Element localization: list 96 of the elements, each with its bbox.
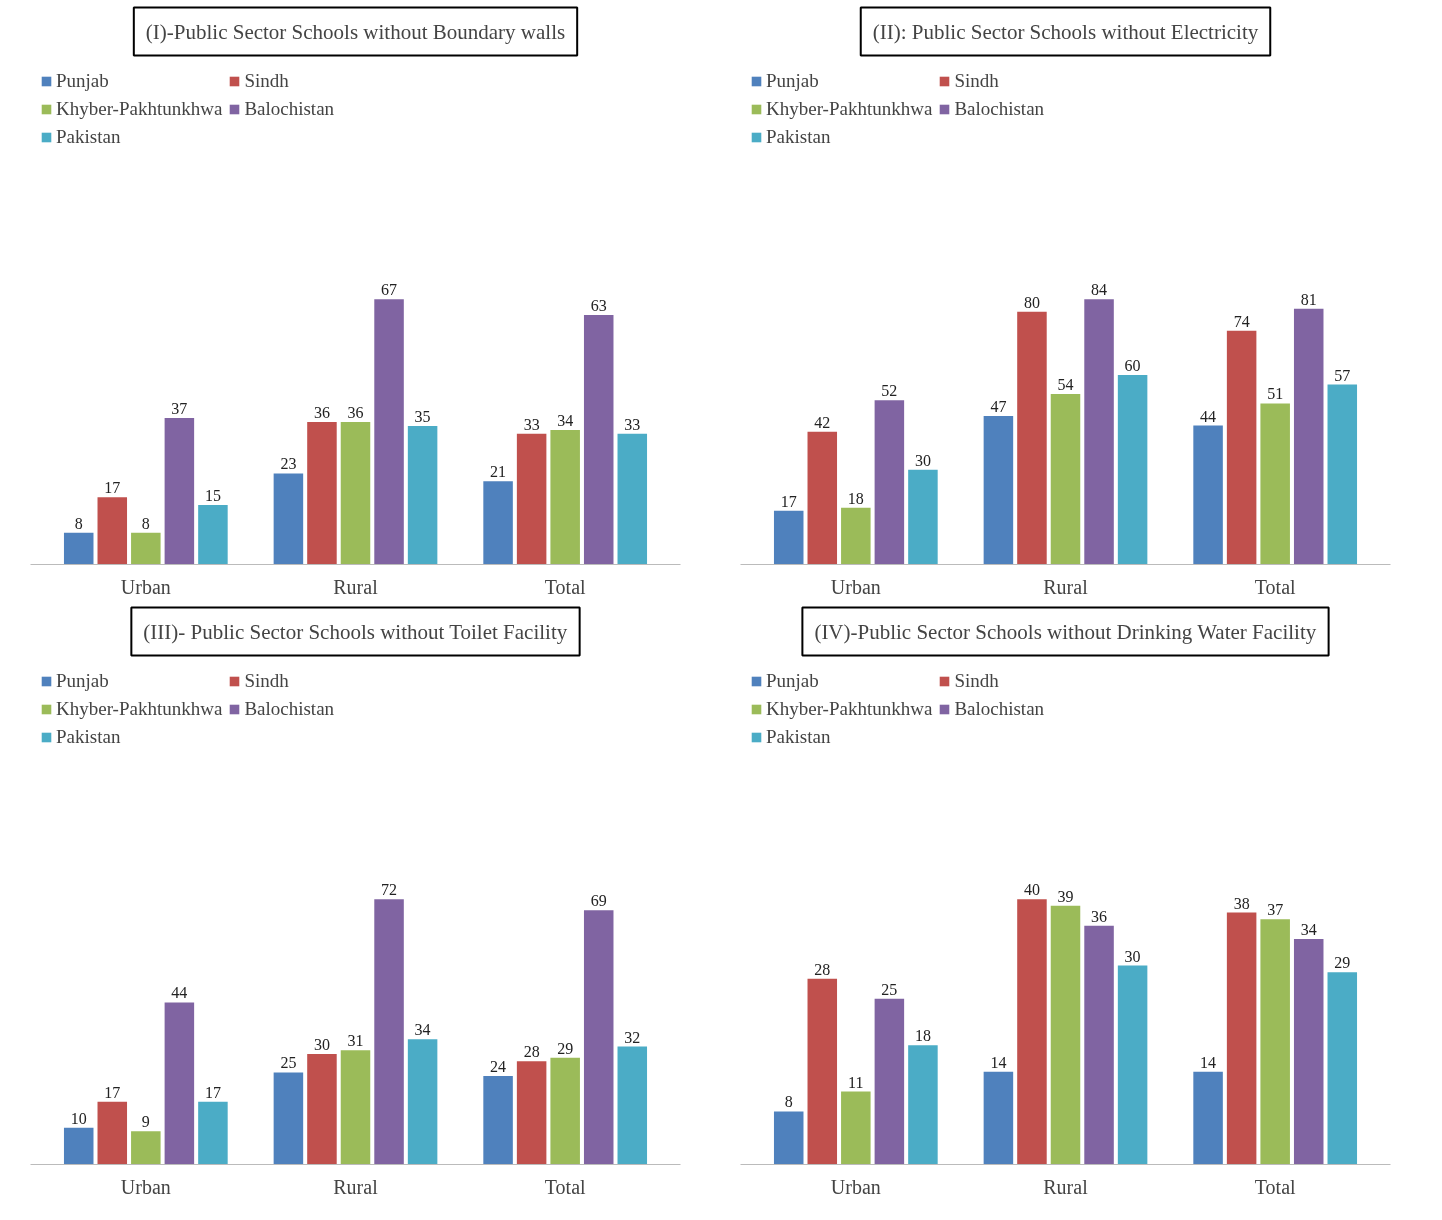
data-label: 10 bbox=[70, 1109, 87, 1127]
data-label: 24 bbox=[490, 1058, 507, 1076]
data-label: 80 bbox=[1023, 293, 1040, 311]
data-label: 33 bbox=[624, 415, 641, 433]
x-tick-label: Rural bbox=[333, 1175, 379, 1198]
chart-title: (IV)-Public Sector Schools without Drinking Water Facility bbox=[814, 619, 1317, 644]
data-label: 74 bbox=[1233, 312, 1250, 330]
x-tick-label: Urban bbox=[120, 575, 171, 598]
x-tick-label: Urban bbox=[120, 1175, 171, 1198]
legend-label: Punjab bbox=[766, 70, 819, 92]
chart-title: (II): Public Sector Schools without Electricity bbox=[872, 19, 1259, 44]
legend-label: Balochistan bbox=[954, 98, 1045, 120]
x-tick-label: Rural bbox=[1043, 575, 1089, 598]
data-label: 60 bbox=[1124, 357, 1141, 375]
data-label: 69 bbox=[590, 892, 607, 910]
legend-label: Pakistan bbox=[766, 726, 831, 748]
data-label: 28 bbox=[814, 960, 831, 978]
data-label: 36 bbox=[347, 403, 364, 421]
data-label: 28 bbox=[523, 1043, 540, 1061]
data-label: 67 bbox=[381, 281, 398, 299]
data-label: 31 bbox=[347, 1032, 364, 1050]
data-label: 51 bbox=[1267, 385, 1284, 403]
legend-label: Sindh bbox=[954, 70, 999, 92]
data-label: 30 bbox=[914, 451, 931, 469]
legend-label: Sindh bbox=[244, 670, 289, 692]
data-label: 17 bbox=[104, 1083, 121, 1101]
data-label: 30 bbox=[313, 1035, 330, 1053]
legend-label: Khyber-Pakhtunkhwa bbox=[56, 98, 223, 120]
data-label: 25 bbox=[280, 1054, 297, 1072]
data-label: 36 bbox=[1091, 907, 1108, 925]
data-label: 29 bbox=[557, 1039, 574, 1057]
data-label: 9 bbox=[141, 1113, 150, 1131]
data-label: 8 bbox=[141, 514, 150, 532]
data-label: 37 bbox=[171, 400, 188, 418]
x-tick-label: Urban bbox=[830, 575, 881, 598]
data-label: 25 bbox=[881, 980, 898, 998]
x-tick-label: Urban bbox=[830, 1175, 881, 1198]
legend-label: Punjab bbox=[56, 670, 109, 692]
data-label: 44 bbox=[1200, 407, 1217, 425]
data-label: 23 bbox=[280, 455, 297, 473]
x-tick-label: Rural bbox=[333, 575, 379, 598]
data-label: 47 bbox=[990, 398, 1007, 416]
x-tick-label: Total bbox=[544, 1175, 587, 1198]
data-label: 33 bbox=[523, 415, 540, 433]
legend-label: Khyber-Pakhtunkhwa bbox=[766, 698, 933, 720]
data-label: 40 bbox=[1023, 881, 1040, 899]
data-label: 57 bbox=[1334, 366, 1351, 384]
chart-title: (III)- Public Sector Schools without Toilet Facility bbox=[143, 619, 568, 644]
legend-label: Punjab bbox=[766, 670, 819, 692]
legend-label: Punjab bbox=[56, 70, 109, 92]
data-label: 29 bbox=[1334, 954, 1351, 972]
legend-label: Pakistan bbox=[56, 126, 121, 148]
legend-label: Pakistan bbox=[766, 126, 831, 148]
data-label: 15 bbox=[204, 487, 221, 505]
x-tick-label: Total bbox=[1254, 575, 1297, 598]
data-label: 52 bbox=[881, 382, 898, 400]
data-label: 17 bbox=[104, 479, 121, 497]
data-label: 32 bbox=[624, 1028, 641, 1046]
legend-label: Balochistan bbox=[244, 98, 335, 120]
data-label: 30 bbox=[1124, 947, 1141, 965]
legend-label: Pakistan bbox=[56, 726, 121, 748]
legend-label: Khyber-Pakhtunkhwa bbox=[56, 698, 223, 720]
data-label: 14 bbox=[1200, 1053, 1217, 1071]
data-label: 63 bbox=[590, 297, 607, 315]
data-label: 17 bbox=[780, 492, 797, 510]
data-label: 84 bbox=[1091, 281, 1108, 299]
data-label: 34 bbox=[557, 411, 574, 429]
legend-label: Balochistan bbox=[954, 698, 1045, 720]
data-label: 14 bbox=[990, 1053, 1007, 1071]
data-label: 18 bbox=[914, 1027, 931, 1045]
legend-label: Balochistan bbox=[244, 698, 335, 720]
legend-label: Sindh bbox=[244, 70, 289, 92]
data-label: 35 bbox=[414, 407, 431, 425]
data-label: 42 bbox=[814, 413, 831, 431]
data-label: 72 bbox=[381, 881, 398, 899]
x-tick-label: Total bbox=[1254, 1175, 1297, 1198]
data-label: 39 bbox=[1057, 887, 1074, 905]
data-label: 18 bbox=[847, 489, 864, 507]
legend-label: Khyber-Pakhtunkhwa bbox=[766, 98, 933, 120]
data-label: 37 bbox=[1267, 901, 1284, 919]
data-label: 17 bbox=[204, 1083, 221, 1101]
x-tick-label: Total bbox=[544, 575, 587, 598]
data-label: 54 bbox=[1057, 375, 1074, 393]
data-label: 34 bbox=[414, 1021, 431, 1039]
data-label: 38 bbox=[1233, 894, 1250, 912]
legend-label: Sindh bbox=[954, 670, 999, 692]
data-label: 36 bbox=[313, 403, 330, 421]
data-label: 34 bbox=[1300, 921, 1317, 939]
x-tick-label: Rural bbox=[1043, 1175, 1089, 1198]
data-label: 81 bbox=[1300, 290, 1317, 308]
data-label: 8 bbox=[784, 1093, 793, 1111]
data-label: 11 bbox=[848, 1073, 864, 1091]
data-label: 44 bbox=[171, 984, 188, 1002]
data-label: 8 bbox=[74, 514, 83, 532]
data-label: 21 bbox=[490, 463, 507, 481]
chart-title: (I)-Public Sector Schools without Boundary walls bbox=[145, 19, 566, 44]
